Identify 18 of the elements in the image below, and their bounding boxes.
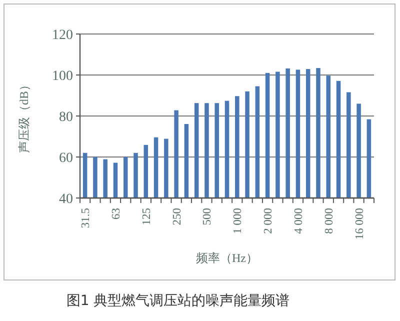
x-tick-label: 500 (202, 208, 214, 226)
x-tick-label: 16 000 (354, 208, 366, 240)
y-tick-label: 120 (52, 28, 73, 43)
y-axis-title: 声压级（dB） (17, 78, 31, 154)
x-tick-label: 2 000 (262, 208, 275, 234)
x-tick-label: 63 (110, 208, 122, 220)
x-tick-label: 250 (171, 208, 184, 226)
x-tick-label: 125 (140, 208, 153, 226)
x-tick-label: 8 000 (323, 208, 336, 234)
x-tick-label: 31.5 (80, 208, 92, 228)
y-tick-label: 100 (52, 69, 73, 84)
y-tick-label: 80 (59, 110, 73, 125)
x-tick-label: 4 000 (292, 208, 305, 234)
y-tick-label: 40 (59, 192, 73, 207)
text: 图1 典型燃气调压站的噪声能量频谱 (66, 293, 290, 309)
x-tick-label: 1 000 (232, 208, 244, 234)
y-tick-label: 60 (59, 151, 73, 166)
x-axis-title: 频率（Hz） (196, 251, 258, 265)
